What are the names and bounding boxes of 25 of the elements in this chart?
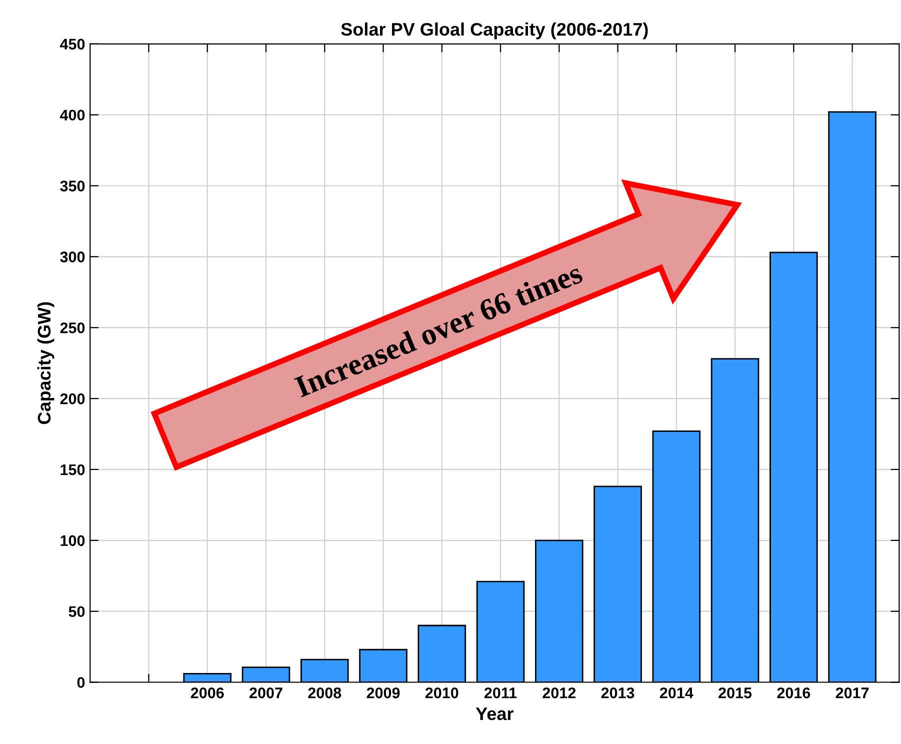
y-tick-label: 100 (60, 535, 85, 546)
y-tick-label: 300 (60, 252, 85, 262)
chart-title: Solar PV Gloal Capacity (2006-2017) (341, 22, 648, 40)
y-axis-title: Capacity (GW) (37, 302, 54, 424)
x-tick-label: 2010 (425, 688, 458, 698)
x-tick-label: 2006 (190, 688, 224, 698)
y-tick-label: 250 (60, 322, 85, 334)
x-tick-label: 2011 (484, 688, 517, 698)
x-tick-label: 2016 (777, 688, 810, 698)
x-tick-label: 2007 (250, 688, 282, 698)
x-axis-title: Year (476, 708, 514, 720)
x-tick-label: 2014 (660, 688, 694, 698)
y-tick-label: 400 (60, 110, 85, 121)
y-tick-label: 350 (60, 180, 85, 192)
x-tick-label: 2008 (308, 688, 342, 698)
x-tick-label: 2015 (718, 688, 752, 698)
y-tick-label: 50 (68, 606, 85, 618)
x-tick-label: 2013 (601, 688, 634, 698)
x-tick-label: 2017 (836, 688, 869, 698)
y-tick-label: 150 (60, 464, 85, 476)
y-tick-label: 200 (60, 393, 85, 404)
x-tick-label: 2009 (366, 688, 400, 698)
y-tick-label: 450 (60, 38, 85, 50)
x-tick-label: 2012 (542, 688, 576, 698)
y-tick-label: 0 (77, 677, 85, 688)
